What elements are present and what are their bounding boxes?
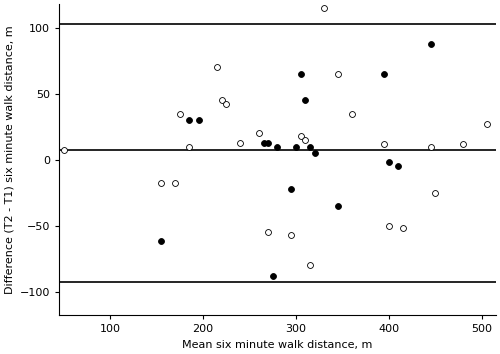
Point xyxy=(306,144,314,149)
Point xyxy=(288,232,296,238)
Point xyxy=(296,133,304,139)
Point xyxy=(385,160,393,165)
Point xyxy=(310,150,318,156)
Point xyxy=(296,71,304,77)
Point xyxy=(269,273,277,279)
Point xyxy=(399,225,407,231)
Y-axis label: Difference (T2 - T1) six minute walk distance, m: Difference (T2 - T1) six minute walk dis… xyxy=(4,25,14,294)
Point xyxy=(158,181,166,186)
Point xyxy=(236,140,244,145)
Point xyxy=(380,71,388,77)
Point xyxy=(334,71,342,77)
Point xyxy=(292,144,300,149)
Point xyxy=(60,148,68,153)
Point xyxy=(185,144,193,149)
Point xyxy=(427,41,435,46)
Point xyxy=(222,102,230,107)
Point xyxy=(264,140,272,145)
Point xyxy=(194,117,202,123)
Point xyxy=(302,98,310,103)
Point xyxy=(288,186,296,192)
Point xyxy=(176,111,184,116)
Point xyxy=(306,262,314,268)
Point xyxy=(482,121,490,127)
Point xyxy=(158,239,166,244)
Point xyxy=(432,190,440,195)
Point xyxy=(380,141,388,147)
Point xyxy=(427,144,435,149)
Point xyxy=(460,141,468,147)
Point xyxy=(302,137,310,143)
Point xyxy=(185,117,193,123)
Point xyxy=(260,140,268,145)
Point xyxy=(218,98,226,103)
Point xyxy=(274,144,281,149)
X-axis label: Mean six minute walk distance, m: Mean six minute walk distance, m xyxy=(182,340,372,350)
Point xyxy=(394,164,402,169)
Point xyxy=(278,315,286,321)
Point xyxy=(320,5,328,11)
Point xyxy=(334,203,342,209)
Point xyxy=(255,131,263,136)
Point xyxy=(264,229,272,235)
Point xyxy=(213,65,221,70)
Point xyxy=(172,181,179,186)
Point xyxy=(348,111,356,116)
Point xyxy=(385,223,393,228)
